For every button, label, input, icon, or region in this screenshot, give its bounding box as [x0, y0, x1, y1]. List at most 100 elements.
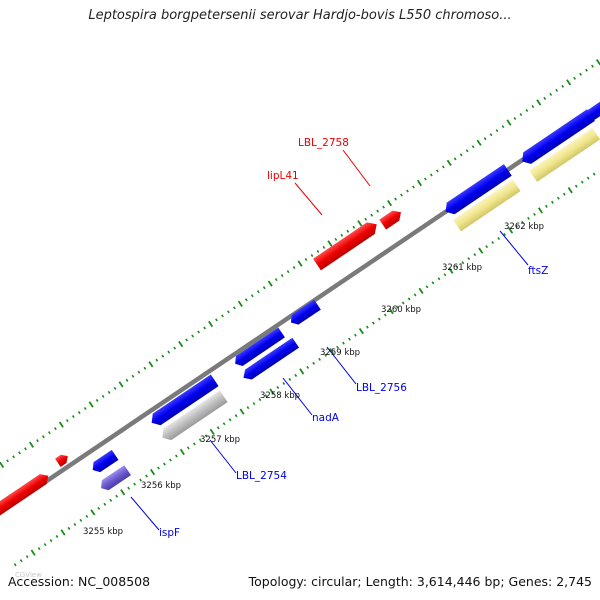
major-tick: [329, 348, 335, 355]
gene-red-2[interactable]: [55, 452, 71, 467]
minor-tick: [157, 466, 160, 470]
minor-tick: [24, 447, 27, 451]
minor-tick: [97, 506, 101, 510]
minor-tick: [54, 427, 57, 431]
label-line-lbl-2756: [326, 346, 357, 385]
minor-tick: [453, 157, 457, 161]
minor-tick: [274, 278, 278, 282]
minor-tick: [95, 398, 99, 402]
minor-tick: [513, 117, 517, 121]
watermark: CGView: [15, 571, 42, 579]
minor-tick: [18, 451, 21, 455]
minor-tick: [161, 354, 165, 358]
minor-tick: [515, 224, 518, 228]
minor-tick: [441, 165, 445, 169]
label-line-ftsz: [499, 230, 529, 266]
gene-lbl-2758[interactable]: [379, 207, 404, 230]
label-line-lipl41: [294, 182, 323, 216]
gene-nada[interactable]: [240, 337, 300, 383]
minor-tick: [79, 518, 83, 522]
minor-tick: [288, 377, 292, 381]
minor-tick: [586, 176, 590, 180]
minor-tick: [342, 341, 345, 345]
gene-blue-ispf-upper[interactable]: [89, 449, 119, 475]
gene-lipl41[interactable]: [313, 219, 381, 271]
minor-tick: [107, 390, 111, 394]
gene-blue-mid-2[interactable]: [288, 299, 321, 328]
minor-tick: [294, 373, 298, 377]
minor-tick: [527, 216, 530, 220]
major-tick: [567, 187, 573, 194]
minor-tick: [246, 406, 250, 410]
minor-tick: [145, 474, 148, 478]
gene-ispf[interactable]: [98, 465, 131, 493]
minor-tick: [264, 394, 268, 398]
minor-tick: [465, 149, 469, 153]
minor-tick: [401, 301, 405, 305]
gene-blue-ftsz-3[interactable]: [585, 100, 600, 122]
minor-tick: [36, 439, 39, 443]
minor-tick: [525, 108, 529, 113]
label-lbl-2758: LBL_2758: [298, 137, 349, 149]
major-tick: [478, 247, 484, 254]
gene-red-1[interactable]: [0, 471, 52, 520]
minor-tick: [262, 286, 266, 290]
minor-tick: [483, 137, 487, 141]
minor-tick: [334, 237, 338, 241]
minor-tick: [366, 325, 369, 329]
minor-tick: [322, 245, 326, 249]
major-tick: [0, 461, 5, 468]
scale-label-3258: 3258 kbp: [260, 391, 300, 401]
minor-tick: [198, 438, 202, 442]
gene-blue-mid-1[interactable]: [232, 327, 285, 368]
major-tick: [446, 159, 452, 166]
major-tick: [28, 441, 35, 448]
minor-tick: [543, 96, 547, 100]
gene-blue-ftsz-2[interactable]: [518, 109, 595, 167]
major-tick: [536, 99, 542, 106]
minor-tick: [370, 213, 374, 217]
gene-ftsz-khaki-1[interactable]: [453, 179, 521, 232]
gene-lbl-2754[interactable]: [158, 390, 228, 444]
minor-tick: [501, 125, 505, 129]
minor-tick: [413, 293, 417, 297]
minor-tick: [65, 419, 69, 423]
minor-tick: [348, 337, 351, 341]
major-tick: [269, 388, 275, 395]
gene-ftsz-khaki-2[interactable]: [529, 127, 600, 182]
minor-tick: [25, 555, 29, 559]
major-tick: [150, 468, 156, 476]
major-tick: [118, 381, 124, 388]
minor-tick: [549, 92, 553, 96]
gene-blue-ftsz-1[interactable]: [442, 164, 512, 218]
major-tick: [416, 179, 422, 187]
minor-tick: [424, 177, 427, 181]
major-tick: [237, 300, 243, 307]
minor-tick: [435, 169, 439, 173]
gene-blue-large[interactable]: [148, 374, 219, 429]
label-lipl41: lipL41: [267, 170, 299, 182]
minor-tick: [306, 365, 310, 369]
minor-tick: [556, 196, 560, 200]
minor-tick: [109, 498, 113, 502]
minor-tick: [304, 257, 308, 262]
minor-tick: [579, 72, 582, 76]
minor-tick: [163, 462, 166, 466]
minor-tick: [455, 265, 459, 269]
major-tick: [508, 227, 514, 234]
scale-label-3255: 3255 kbp: [83, 527, 123, 537]
major-tick: [209, 428, 215, 436]
minor-tick: [310, 253, 314, 258]
minor-tick: [519, 113, 523, 117]
minor-tick: [13, 563, 17, 567]
minor-tick: [250, 294, 254, 298]
minor-tick: [167, 350, 171, 354]
major-tick: [327, 240, 333, 247]
major-tick: [358, 327, 364, 335]
outer-ticks: [0, 59, 600, 468]
minor-tick: [400, 193, 403, 197]
minor-tick: [127, 486, 131, 490]
minor-tick: [394, 197, 397, 201]
minor-tick: [495, 129, 499, 133]
minor-tick: [591, 64, 594, 68]
